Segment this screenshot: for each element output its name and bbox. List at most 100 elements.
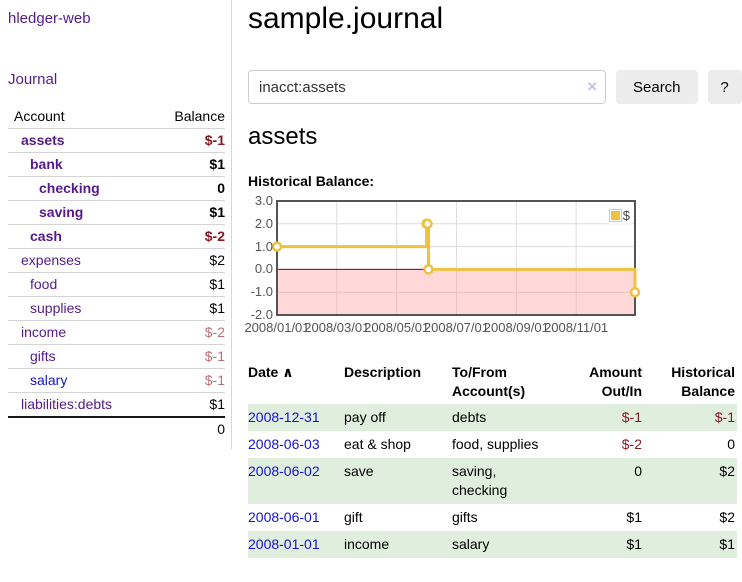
account-row: food $1 — [8, 272, 225, 297]
account-balance: $1 — [154, 296, 225, 321]
transaction-amount: $-2 — [621, 436, 642, 452]
transaction-date: 2008-06-03 — [248, 431, 344, 458]
chart-title: Historical Balance: — [248, 173, 375, 189]
chart-plot-area — [271, 200, 641, 316]
account-balance: $1 — [154, 272, 225, 297]
account-link-liabilities-debts[interactable]: liabilities:debts — [21, 396, 113, 412]
help-button[interactable]: ? — [707, 70, 742, 104]
main-content: sample.journal × Search ? assets Histori… — [232, 0, 742, 558]
transaction-accounts: saving, checking — [452, 463, 508, 498]
x-axis-tick-label: 2008/01/01 — [244, 320, 310, 335]
transaction-accounts: salary — [452, 536, 490, 552]
column-header-balance: Historical Balance — [671, 364, 735, 399]
sidebar-item-journal[interactable]: Journal — [8, 71, 58, 88]
account-link-checking[interactable]: checking — [39, 180, 100, 196]
register-row: 2008-06-03 eat & shop food, supplies $-2 0 — [248, 431, 737, 458]
account-link-food[interactable]: food — [30, 276, 58, 292]
legend-series-label: $ — [622, 208, 630, 223]
column-header-description: Description — [344, 364, 422, 380]
account-row: salary $-1 — [8, 368, 225, 393]
accounts-table: Account Balance assets $-1 bank $1 checking 0… — [8, 105, 225, 441]
account-row: cash $-2 — [8, 224, 225, 249]
accounts-total-value: 0 — [154, 416, 225, 441]
transaction-date: 2008-01-01 — [248, 531, 344, 558]
transaction-balance: $1 — [719, 536, 735, 552]
account-balance: $1 — [154, 200, 225, 225]
account-heading: assets — [248, 123, 318, 150]
accounts-header-row: Account Balance — [8, 105, 225, 129]
y-axis-tick-label: 3.0 — [254, 193, 273, 208]
account-balance: $1 — [154, 392, 225, 417]
transaction-description: income — [344, 536, 390, 552]
transaction-date-link[interactable]: 2008-06-01 — [248, 509, 320, 525]
transaction-accounts: debts — [452, 409, 487, 425]
account-balance: $-2 — [154, 320, 225, 345]
account-balance: $-1 — [154, 128, 225, 153]
transaction-balance: $-1 — [714, 409, 735, 425]
account-balance: $1 — [154, 152, 225, 177]
transaction-accounts: food, supplies — [452, 436, 539, 452]
register-row: 2008-01-01 income salary $1 $1 — [248, 531, 737, 558]
account-balance: $2 — [154, 248, 225, 273]
historical-balance-chart: 3.0 2.0 1.0 0.0 -1.0 -2.0 2008/01/01 2008/03/01… — [244, 193, 641, 339]
y-axis-tick-label: 1.0 — [254, 238, 273, 254]
account-balance: $-1 — [154, 368, 225, 393]
account-link-bank[interactable]: bank — [30, 156, 63, 172]
transaction-date-link[interactable]: 2008-06-02 — [248, 463, 320, 479]
accounts-total-row: 0 — [8, 416, 225, 441]
brand-link[interactable]: hledger-web — [8, 10, 91, 27]
transaction-accounts: gifts — [452, 509, 478, 525]
page: hledger-web Journal Account Balance asse… — [0, 0, 742, 558]
search-input[interactable] — [248, 70, 606, 104]
page-title: sample.journal — [248, 2, 444, 35]
register-row: 2008-06-01 gift gifts $1 $2 — [248, 504, 737, 531]
account-link-gifts[interactable]: gifts — [30, 348, 56, 364]
account-link-assets[interactable]: assets — [21, 132, 65, 148]
account-row: expenses $2 — [8, 248, 225, 273]
column-header-date[interactable]: Date ∧ — [248, 364, 294, 380]
accounts-header-account: Account — [14, 108, 65, 124]
sidebar: hledger-web Journal Account Balance asse… — [0, 0, 232, 449]
transaction-date: 2008-06-02 — [248, 458, 344, 504]
transaction-description: save — [344, 463, 374, 479]
transaction-amount: $1 — [626, 509, 642, 525]
account-row: checking 0 — [8, 176, 225, 201]
transaction-date-link[interactable]: 2008-12-31 — [248, 409, 320, 425]
search-form: × Search ? — [248, 70, 742, 104]
x-axis-tick-label: 2008/07/01 — [423, 320, 489, 335]
legend-swatch-icon — [608, 209, 622, 222]
chart-legend: $ — [606, 207, 632, 224]
register-header-row: Date ∧ Description To/From Account(s) Am… — [248, 361, 737, 404]
transaction-amount: $1 — [626, 536, 642, 552]
y-axis-tick-label: 0.0 — [254, 261, 273, 277]
transaction-balance: 0 — [727, 436, 735, 452]
clear-search-icon[interactable]: × — [587, 77, 597, 96]
y-axis-tick-label: 2.0 — [254, 215, 273, 231]
account-row: assets $-1 — [8, 128, 225, 153]
account-row: bank $1 — [8, 152, 225, 177]
account-link-expenses[interactable]: expenses — [21, 252, 81, 268]
accounts-header-balance: Balance — [174, 108, 225, 124]
account-balance: $-1 — [154, 344, 225, 369]
account-link-cash[interactable]: cash — [30, 228, 62, 244]
account-balance: 0 — [154, 176, 225, 201]
transaction-description: eat & shop — [344, 436, 411, 452]
sort-ascending-icon: ∧ — [282, 364, 294, 380]
transaction-description: pay off — [344, 409, 386, 425]
y-axis-tick-label: -1.0 — [250, 284, 273, 300]
account-link-saving[interactable]: saving — [39, 204, 84, 220]
transaction-date-link[interactable]: 2008-06-03 — [248, 436, 320, 452]
transaction-balance: $2 — [719, 509, 735, 525]
column-header-accounts: To/From Account(s) — [452, 364, 526, 399]
search-button[interactable]: Search — [616, 70, 698, 104]
transaction-amount: $-1 — [621, 409, 642, 425]
account-link-supplies[interactable]: supplies — [30, 300, 82, 316]
register-row: 2008-06-02 save saving, checking 0 $2 — [248, 458, 737, 504]
transaction-balance: $2 — [719, 463, 735, 479]
account-link-salary[interactable]: salary — [30, 372, 68, 388]
register-row: 2008-12-31 pay off debts $-1 $-1 — [248, 404, 737, 431]
account-row: supplies $1 — [8, 296, 225, 321]
account-link-income[interactable]: income — [21, 324, 67, 340]
transaction-date-link[interactable]: 2008-01-01 — [248, 536, 320, 552]
transaction-date: 2008-06-01 — [248, 504, 344, 531]
